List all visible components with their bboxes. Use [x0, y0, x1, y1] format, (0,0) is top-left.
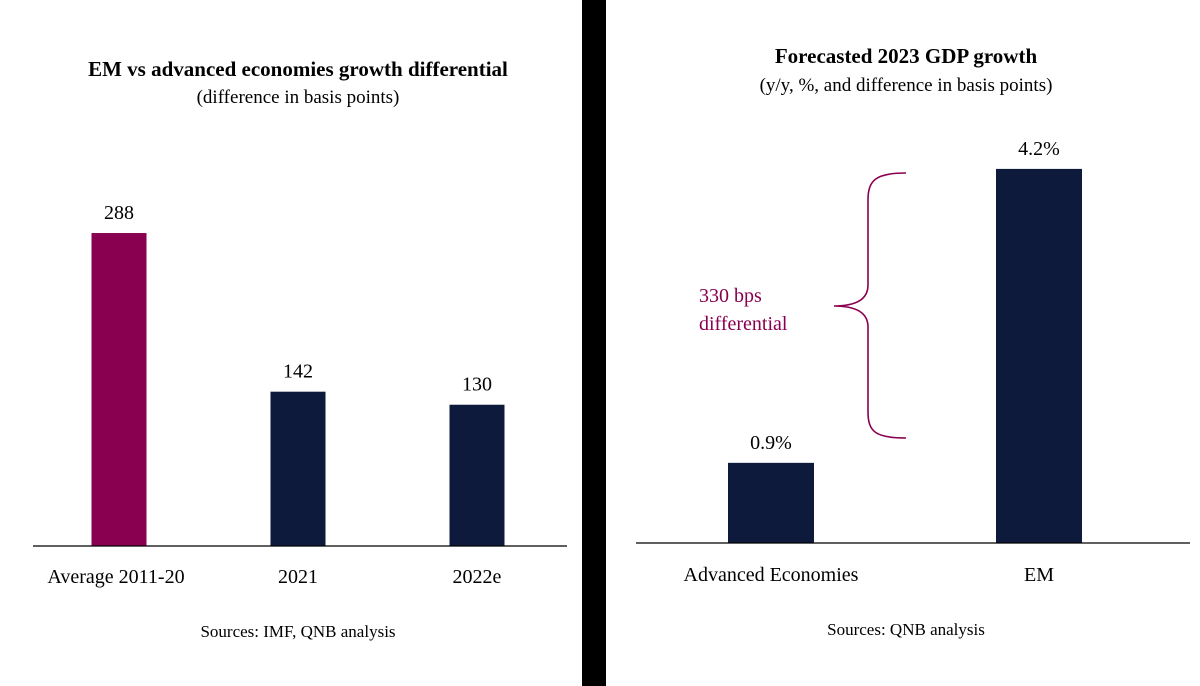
left-chart-subtitle: (difference in basis points) [197, 87, 400, 108]
data-label-1-1: 4.2% [1018, 138, 1060, 160]
right-chart-source: Sources: QNB analysis [827, 620, 985, 639]
differential-brace [833, 172, 907, 439]
left-chart-source: Sources: IMF, QNB analysis [200, 622, 395, 641]
right-bars-group: 0.9% Advanced Economies 4.2% EM [684, 138, 1082, 586]
bar-0-0 [91, 233, 147, 547]
tick-label-0-1: 2021 [278, 566, 318, 588]
bar-1-1 [996, 168, 1082, 543]
tick-label-1-1: EM [1024, 564, 1054, 586]
bar-0-2 [449, 404, 505, 546]
left-bars-group: 288 Average 2011-20 142 2021 130 2022e [47, 202, 505, 588]
right-chart-panel: Forecasted 2023 GDP growth (y/y, %, and … [606, 0, 1200, 686]
right-chart-title: Forecasted 2023 GDP growth [775, 44, 1038, 68]
differential-label-line2: differential [699, 313, 788, 335]
differential-label-line1: 330 bps [699, 285, 762, 307]
data-label-0-2: 130 [462, 374, 492, 396]
right-chart-svg: Forecasted 2023 GDP growth (y/y, %, and … [636, 44, 1190, 639]
left-chart-panel: EM vs advanced economies growth differen… [0, 0, 582, 686]
tick-label-0-0: Average 2011-20 [47, 566, 184, 588]
left-chart-title: EM vs advanced economies growth differen… [88, 57, 508, 81]
data-label-0-0: 288 [104, 202, 134, 224]
bar-0-1 [270, 391, 326, 546]
left-chart-svg: EM vs advanced economies growth differen… [33, 57, 567, 641]
tick-label-0-2: 2022e [453, 566, 502, 588]
right-chart-subtitle: (y/y, %, and difference in basis points) [760, 75, 1053, 96]
data-label-1-0: 0.9% [750, 432, 792, 454]
tick-label-1-0: Advanced Economies [684, 564, 859, 586]
bar-1-0 [728, 462, 814, 543]
data-label-0-1: 142 [283, 361, 313, 383]
